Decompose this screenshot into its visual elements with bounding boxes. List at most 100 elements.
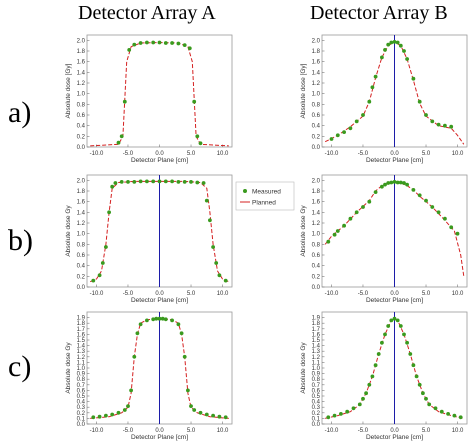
y-tick-label: 0.5 bbox=[312, 394, 321, 400]
legend-planned-label: Planned bbox=[252, 200, 276, 207]
x-tick-label: -5.0 bbox=[123, 428, 134, 434]
measured-point bbox=[176, 180, 181, 184]
x-axis-label: Detector Plane [cm] bbox=[131, 434, 188, 441]
row-label-c: c) bbox=[8, 350, 32, 383]
measured-point bbox=[179, 331, 184, 336]
measured-point bbox=[395, 180, 400, 185]
y-tick-label: 1.0 bbox=[312, 232, 321, 238]
measured-point bbox=[386, 42, 391, 47]
measured-point bbox=[116, 140, 121, 145]
measured-point bbox=[326, 239, 331, 244]
y-tick-label: 1.2 bbox=[312, 221, 321, 227]
y-tick-label: 1.2 bbox=[312, 355, 321, 361]
y-tick-label: 1.6 bbox=[312, 60, 321, 66]
chart-c-B: 0.00.10.20.30.40.50.60.70.80.91.01.11.21… bbox=[300, 311, 468, 441]
y-tick-label: 0.0 bbox=[312, 422, 321, 428]
measured-point bbox=[383, 332, 387, 337]
y-tick-label: 0.2 bbox=[312, 411, 321, 417]
y-tick-label: 1.3 bbox=[77, 349, 86, 355]
measured-point bbox=[176, 41, 181, 46]
measured-point bbox=[411, 188, 416, 192]
y-tick-label: 0.4 bbox=[312, 264, 321, 270]
y-axis-label: Absolute dose Gy bbox=[65, 342, 72, 394]
y-tick-label: 0.4 bbox=[312, 400, 321, 406]
y-tick-label: 0.6 bbox=[77, 253, 86, 259]
measured-point bbox=[389, 318, 394, 323]
measured-point bbox=[386, 181, 391, 185]
measured-point bbox=[110, 412, 115, 417]
measured-point bbox=[392, 180, 397, 184]
measured-point bbox=[170, 41, 175, 45]
measured-point bbox=[104, 413, 108, 418]
y-tick-label: 0.3 bbox=[77, 405, 86, 411]
measured-point bbox=[367, 99, 372, 104]
chart-b-B: 0.0 0.2 0.4 0.6 0.8 1.0 1.2 1.4 1.6 1.8 2.0 -10.0 -5… bbox=[300, 174, 468, 304]
y-tick-label: 0.0 bbox=[312, 145, 321, 151]
x-tick-label: 10.0 bbox=[452, 428, 464, 434]
x-tick-label: 10.0 bbox=[217, 151, 229, 157]
measured-point bbox=[135, 331, 140, 336]
measured-point bbox=[354, 119, 359, 124]
measured-point bbox=[383, 48, 387, 52]
measured-point bbox=[345, 409, 350, 414]
y-tick-label: 0.4 bbox=[77, 124, 86, 130]
y-tick-label: 0.9 bbox=[312, 372, 321, 378]
x-tick-label: -10.0 bbox=[325, 151, 339, 157]
measured-point bbox=[392, 40, 397, 44]
y-tick-label: 0.0 bbox=[77, 285, 86, 291]
y-tick-label: 1.4 bbox=[77, 210, 86, 216]
measured-point bbox=[417, 99, 422, 104]
measured-point bbox=[151, 40, 156, 45]
measured-point bbox=[443, 216, 447, 221]
measured-point bbox=[138, 41, 143, 45]
x-tick-label: 5.0 bbox=[422, 428, 431, 434]
measured-point bbox=[335, 229, 340, 233]
measured-point bbox=[398, 180, 403, 185]
y-tick-label: 1.2 bbox=[312, 81, 321, 87]
measured-point bbox=[430, 119, 435, 124]
y-tick-label: 0.0 bbox=[77, 422, 86, 428]
legend-measured-label: Measured bbox=[252, 189, 281, 196]
y-tick-label: 0.9 bbox=[77, 372, 86, 378]
y-tick-label: 1.6 bbox=[77, 200, 86, 206]
y-tick-label: 0.0 bbox=[77, 145, 86, 151]
y-tick-label: 2.0 bbox=[77, 38, 86, 44]
measured-point bbox=[91, 278, 96, 283]
y-tick-label: 1.9 bbox=[77, 316, 86, 322]
measured-point bbox=[151, 179, 156, 184]
y-tick-label: 1.8 bbox=[77, 49, 86, 55]
y-tick-label: 1.7 bbox=[77, 327, 86, 333]
x-tick-label: -10.0 bbox=[325, 291, 339, 297]
measured-point bbox=[402, 181, 406, 185]
x-tick-label: 5.0 bbox=[187, 428, 196, 434]
measured-point bbox=[373, 74, 378, 79]
measured-point bbox=[414, 374, 419, 379]
measured-point bbox=[104, 245, 108, 249]
measured-point bbox=[332, 232, 337, 237]
y-tick-label: 0.4 bbox=[312, 124, 321, 130]
measured-point bbox=[417, 193, 422, 198]
measured-point bbox=[217, 414, 222, 419]
measured-point bbox=[392, 316, 397, 321]
y-tick-label: 0.1 bbox=[77, 416, 86, 422]
measured-point bbox=[329, 137, 334, 141]
measured-point bbox=[342, 223, 346, 228]
measured-point bbox=[402, 49, 406, 53]
measured-point bbox=[417, 382, 422, 387]
measured-point bbox=[182, 354, 187, 359]
measured-point bbox=[214, 261, 219, 265]
measured-point bbox=[332, 413, 337, 418]
y-tick-label: 1.5 bbox=[77, 338, 86, 344]
measured-point bbox=[424, 198, 428, 203]
y-tick-label: 1.4 bbox=[77, 70, 86, 76]
y-tick-label: 1.6 bbox=[77, 60, 86, 66]
measured-point bbox=[132, 354, 137, 359]
measured-point bbox=[192, 408, 197, 412]
measured-point bbox=[411, 363, 416, 368]
measured-point bbox=[361, 205, 365, 209]
measured-point bbox=[424, 396, 428, 401]
y-tick-label: 1.0 bbox=[77, 92, 86, 98]
measured-point bbox=[458, 415, 463, 420]
measured-point bbox=[127, 48, 132, 52]
y-tick-label: 1.4 bbox=[312, 210, 321, 216]
